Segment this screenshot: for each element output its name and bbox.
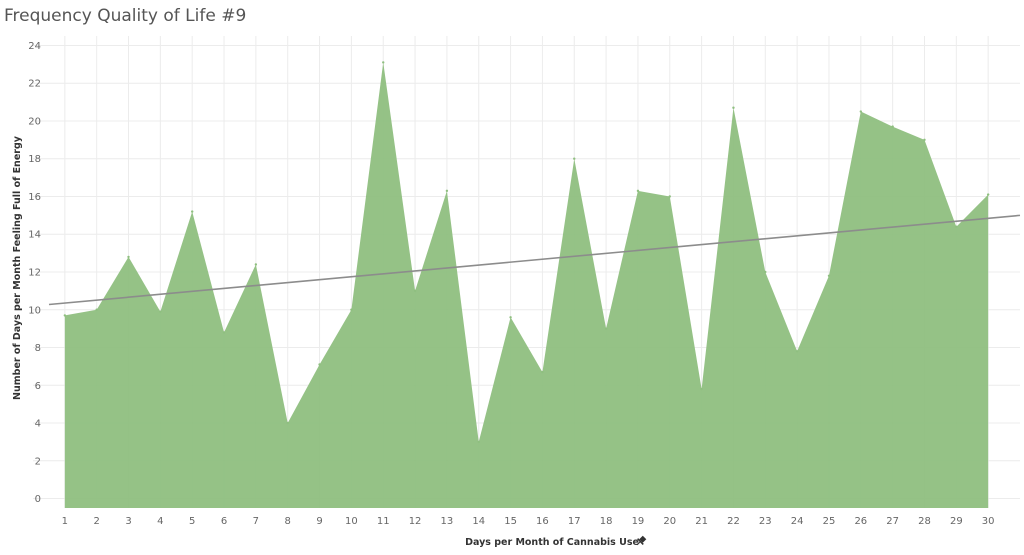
data-point-10[interactable]: [350, 308, 353, 311]
data-point-21[interactable]: [700, 387, 703, 391]
data-point-17[interactable]: [573, 157, 576, 160]
y-tick-label: 2: [35, 456, 41, 467]
x-tick-label: 22: [727, 516, 740, 527]
x-tick-label: 8: [285, 516, 291, 527]
x-tick-label: 17: [568, 516, 581, 527]
y-tick-label: 18: [28, 154, 41, 165]
data-point-22[interactable]: [732, 106, 735, 109]
data-point-29[interactable]: [955, 225, 958, 228]
x-tick-label: 5: [189, 516, 195, 527]
x-tick-label: 6: [221, 516, 227, 527]
data-point-13[interactable]: [445, 189, 449, 193]
x-tick-label: 20: [663, 516, 676, 527]
y-tick-label: 12: [28, 268, 41, 279]
data-point-24[interactable]: [795, 350, 799, 353]
y-tick-label: 24: [28, 41, 41, 52]
trend-line-layer: [48, 214, 1021, 306]
data-point-9[interactable]: [318, 363, 321, 366]
x-tick-label: 16: [536, 516, 549, 527]
x-tick-label: 12: [409, 516, 422, 527]
x-tick-label: 4: [157, 516, 163, 527]
x-tick-label: 11: [377, 516, 390, 527]
y-tick-label: 22: [28, 79, 41, 90]
x-axis: 1 2 3 4 5 6 7 8 9 10 11 12 13 14 15 16 17 18 19 20 21 22 23 24 2…: [62, 516, 995, 527]
data-point-27[interactable]: [891, 125, 894, 128]
x-tick-label: 26: [854, 516, 867, 527]
x-tick-label: 3: [125, 516, 131, 527]
x-tick-label: 14: [472, 516, 485, 527]
data-point-2[interactable]: [95, 308, 98, 311]
y-tick-label: 16: [28, 192, 41, 203]
data-point-18[interactable]: [604, 327, 608, 330]
data-point-23[interactable]: [764, 270, 767, 274]
data-point-8[interactable]: [286, 421, 289, 425]
data-point-7[interactable]: [254, 263, 258, 266]
x-tick-label: 10: [345, 516, 358, 527]
data-point-14[interactable]: [477, 440, 480, 444]
x-tick-label: 29: [950, 516, 963, 527]
y-tick-label: 14: [28, 230, 41, 241]
data-point-25[interactable]: [827, 274, 831, 277]
data-point-15[interactable]: [509, 316, 512, 319]
data-point-6[interactable]: [222, 331, 226, 334]
x-tick-label: 30: [982, 516, 995, 527]
y-axis-title: Number of Days per Month Feeling Full of…: [12, 135, 23, 400]
data-point-1[interactable]: [63, 314, 67, 317]
y-tick-label: 10: [28, 305, 41, 316]
area-series[interactable]: [64, 62, 989, 508]
y-tick-label: 4: [35, 419, 41, 430]
x-tick-label: 7: [253, 516, 259, 527]
data-point-5[interactable]: [190, 210, 194, 213]
data-point-19[interactable]: [636, 189, 640, 193]
chart-title: Frequency Quality of Life #9: [4, 6, 247, 26]
data-point-3[interactable]: [127, 255, 130, 259]
data-point-12[interactable]: [413, 289, 417, 293]
x-tick-label: 21: [695, 516, 708, 527]
x-tick-label: 15: [504, 516, 517, 527]
x-tick-label: 25: [823, 516, 836, 527]
data-point-30[interactable]: [986, 193, 990, 196]
data-point-4[interactable]: [159, 310, 162, 313]
x-tick-label: 1: [62, 516, 68, 527]
pin-icon[interactable]: [634, 535, 647, 548]
y-tick-label: 8: [35, 343, 41, 354]
x-tick-label: 9: [316, 516, 322, 527]
plot-area[interactable]: [63, 61, 990, 508]
x-tick-label: 18: [600, 516, 613, 527]
x-tick-label: 13: [441, 516, 454, 527]
y-tick-label: 20: [28, 116, 41, 127]
x-tick-label: 19: [632, 516, 645, 527]
x-tick-label: 23: [759, 516, 772, 527]
x-tick-label: 27: [886, 516, 899, 527]
data-point-26[interactable]: [859, 110, 863, 113]
x-tick-label: 28: [918, 516, 931, 527]
data-point-11[interactable]: [382, 61, 385, 64]
x-tick-label: 24: [791, 516, 804, 527]
x-tick-label: 2: [93, 516, 99, 527]
trend-line[interactable]: [48, 214, 1021, 306]
data-point-28[interactable]: [923, 138, 926, 142]
y-tick-label: 0: [35, 494, 41, 505]
data-point-16[interactable]: [541, 370, 544, 374]
x-axis-title[interactable]: Days per Month of Cannabis Use: [465, 537, 639, 548]
data-point-20[interactable]: [668, 195, 671, 198]
y-tick-label: 6: [35, 381, 41, 392]
